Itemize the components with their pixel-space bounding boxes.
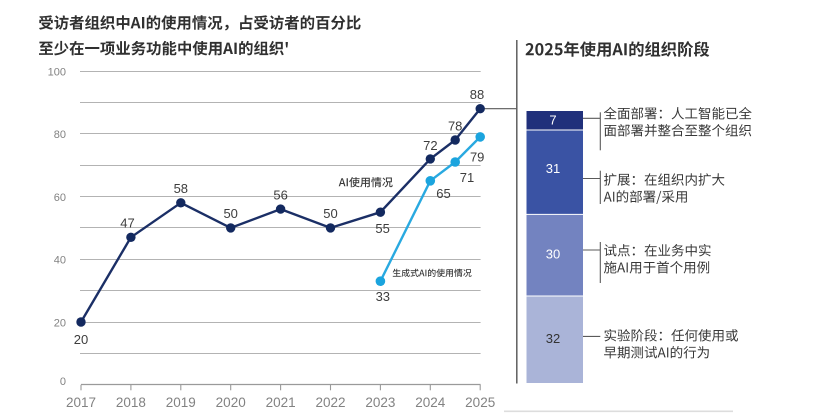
svg-text:50: 50 — [223, 206, 237, 221]
svg-text:78: 78 — [448, 118, 462, 133]
svg-text:72: 72 — [423, 138, 437, 153]
svg-text:2025: 2025 — [465, 395, 495, 410]
svg-text:2017: 2017 — [66, 395, 96, 410]
svg-text:40: 40 — [54, 255, 66, 267]
svg-text:50: 50 — [323, 206, 337, 221]
svg-text:47: 47 — [120, 216, 134, 231]
svg-text:56: 56 — [273, 187, 287, 202]
svg-text:31: 31 — [546, 161, 560, 176]
svg-text:30: 30 — [546, 247, 560, 262]
svg-text:20: 20 — [54, 317, 66, 329]
svg-text:2024: 2024 — [415, 395, 446, 410]
svg-text:71: 71 — [460, 170, 474, 185]
svg-text:20: 20 — [74, 332, 88, 347]
svg-text:55: 55 — [375, 221, 389, 236]
svg-text:65: 65 — [436, 186, 450, 201]
svg-text:7: 7 — [549, 112, 556, 127]
svg-text:58: 58 — [174, 181, 188, 196]
svg-text:32: 32 — [546, 331, 560, 346]
svg-text:79: 79 — [470, 150, 484, 165]
svg-text:2019: 2019 — [166, 395, 196, 410]
svg-text:2023: 2023 — [365, 395, 395, 410]
svg-text:0: 0 — [60, 376, 66, 388]
svg-text:33: 33 — [376, 289, 390, 304]
svg-text:2018: 2018 — [116, 395, 146, 410]
svg-text:100: 100 — [48, 66, 66, 78]
svg-text:2021: 2021 — [266, 395, 296, 410]
svg-text:2020: 2020 — [216, 395, 246, 410]
svg-text:80: 80 — [54, 129, 66, 141]
svg-text:88: 88 — [470, 87, 484, 102]
svg-text:2022: 2022 — [315, 395, 345, 410]
svg-text:60: 60 — [54, 192, 66, 204]
